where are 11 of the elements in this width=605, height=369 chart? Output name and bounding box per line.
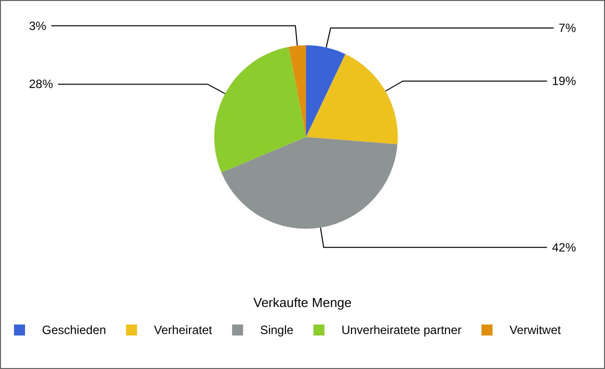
data-label: 7% xyxy=(558,20,576,35)
data-label: 42% xyxy=(552,240,576,254)
data-label: 28% xyxy=(29,77,54,92)
data-label: 3% xyxy=(29,18,47,33)
legend-label: Verheiratet xyxy=(154,323,213,337)
legend-label: Verwitwet xyxy=(510,323,562,337)
legend-label: Geschieden xyxy=(42,323,106,337)
data-label: 19% xyxy=(552,74,576,88)
legend-title: Verkaufte Menge xyxy=(253,295,352,310)
legend-label: Unverheiratete partner xyxy=(341,323,462,337)
legend-label: Single xyxy=(260,323,294,337)
